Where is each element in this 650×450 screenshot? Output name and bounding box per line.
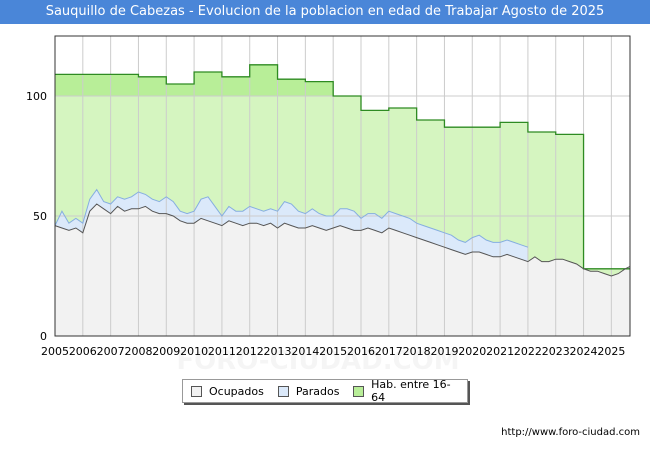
hab-band xyxy=(277,79,306,96)
legend-swatch-hab xyxy=(353,385,365,397)
ocupados-line xyxy=(54,203,631,277)
x-tick-label: 2023 xyxy=(542,345,570,358)
x-tick-label: 2007 xyxy=(97,345,125,358)
x-tick-label: 2011 xyxy=(208,345,236,358)
x-tick-label: 2015 xyxy=(319,345,347,358)
y-tick-label: 50 xyxy=(33,210,47,223)
ocupados-area xyxy=(55,204,630,336)
plot-area xyxy=(55,36,630,337)
x-tick-label: 2010 xyxy=(180,345,208,358)
x-tick-label: 2021 xyxy=(486,345,514,358)
chart-legend: Ocupados Parados Hab. entre 16-64 xyxy=(182,378,468,404)
legend-label-parados: Parados xyxy=(295,384,340,398)
hab-band xyxy=(138,76,167,96)
legend-item-ocupados: Ocupados xyxy=(191,385,264,398)
x-tick-label: 2005 xyxy=(41,345,69,358)
hab-band xyxy=(110,74,139,96)
x-tick-label: 2012 xyxy=(236,345,264,358)
x-tick-label: 2022 xyxy=(514,345,542,358)
watermark: FORO-CIUDAD.COM xyxy=(176,346,459,376)
x-tick-label: 2016 xyxy=(347,345,375,358)
legend-label-ocupados: Ocupados xyxy=(209,384,264,398)
x-tick-label: 2018 xyxy=(403,345,431,358)
x-tick-label: 2008 xyxy=(124,345,152,358)
y-tick-label: 100 xyxy=(26,90,47,103)
hab-band xyxy=(55,74,83,96)
x-tick-label: 2025 xyxy=(597,345,625,358)
x-tick-label: 2009 xyxy=(152,345,180,358)
hab-band xyxy=(249,64,278,96)
chart-title: Sauquillo de Cabezas - Evolucion de la p… xyxy=(45,4,605,19)
x-tick-label: 2013 xyxy=(264,345,292,358)
legend-item-hab: Hab. entre 16-64 xyxy=(353,378,461,404)
parados-line xyxy=(54,188,529,248)
hab-band xyxy=(221,76,250,96)
hab-band xyxy=(194,72,222,96)
legend-label-hab: Hab. entre 16-64 xyxy=(371,378,451,404)
y-tick-label: 0 xyxy=(40,330,47,343)
chart-title-bar: Sauquillo de Cabezas - Evolucion de la p… xyxy=(0,0,650,24)
x-tick-label: 2020 xyxy=(458,345,486,358)
hab-line xyxy=(55,64,630,270)
footer-url: http://www.foro-ciudad.com xyxy=(501,427,640,438)
hab-band xyxy=(166,84,195,96)
x-tick-label: 2024 xyxy=(570,345,598,358)
plot-frame xyxy=(54,35,631,337)
x-tick-label: 2017 xyxy=(375,345,403,358)
hab-band xyxy=(82,74,111,96)
legend-swatch-ocupados xyxy=(191,385,202,397)
legend-item-parados: Parados xyxy=(277,384,340,398)
x-tick-label: 2006 xyxy=(69,345,97,358)
hab-band xyxy=(305,81,334,96)
x-tick-label: 2014 xyxy=(291,345,319,358)
x-tick-label: 2019 xyxy=(430,345,458,358)
legend-swatch-parados xyxy=(277,385,289,397)
